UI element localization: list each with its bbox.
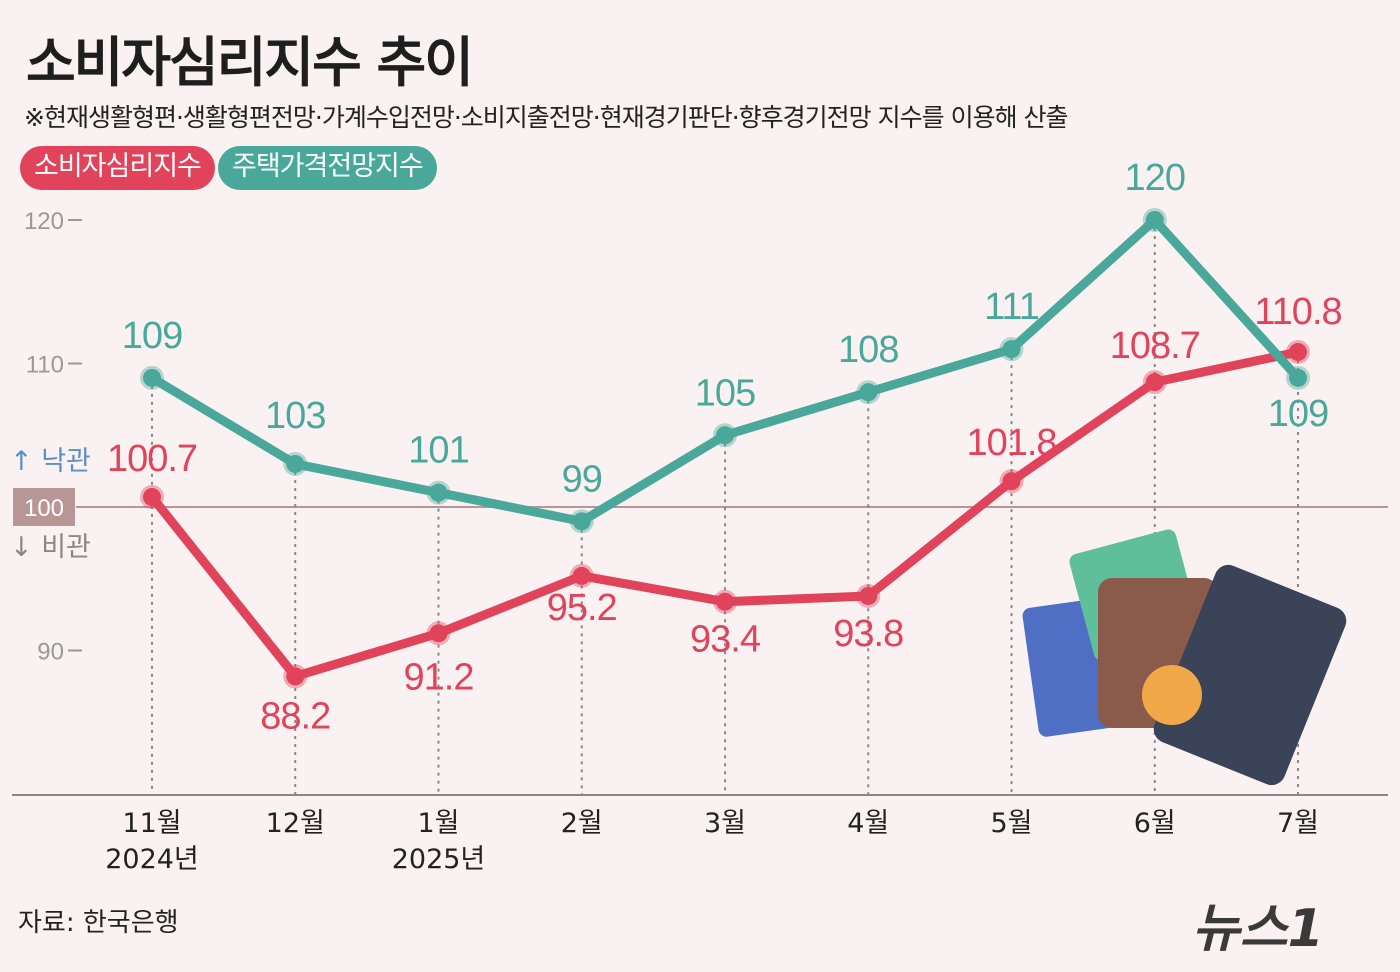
x-tick-year: 2024년 — [105, 844, 199, 875]
data-label: 101.8 — [966, 422, 1056, 464]
data-point — [1142, 370, 1167, 395]
x-tick-label: 11월 — [122, 808, 181, 839]
x-tick-label: 7월 — [1277, 808, 1319, 839]
x-tick-label: 3월 — [704, 808, 746, 839]
data-point — [426, 480, 451, 505]
data-label: 88.2 — [260, 695, 330, 737]
x-tick-label: 4월 — [847, 808, 889, 839]
x-tick-label: 2월 — [561, 808, 603, 839]
data-point — [1142, 208, 1167, 232]
data-point — [856, 583, 881, 608]
data-label: 99 — [562, 458, 602, 500]
data-point — [999, 469, 1024, 494]
calculator-illustration — [1153, 564, 1347, 786]
data-label: 108 — [838, 329, 898, 371]
data-label: 108.7 — [1110, 325, 1200, 367]
chart-title: 소비자심리지수 추이 — [26, 31, 474, 94]
source-note: 자료: 한국은행 — [18, 908, 179, 938]
data-point — [569, 563, 594, 588]
data-point — [713, 423, 737, 448]
baseline-label: 100 — [24, 495, 64, 522]
data-point — [856, 380, 881, 405]
news1-logo: 뉴스1 — [1192, 899, 1324, 959]
y-tick-label: 120 — [24, 208, 64, 235]
data-label: 110.8 — [1254, 291, 1341, 333]
data-point — [713, 589, 737, 614]
data-point — [426, 621, 451, 646]
baseline-badge — [13, 488, 75, 526]
data-label: 109 — [1268, 393, 1328, 435]
data-label: 95.2 — [547, 587, 617, 629]
data-label: 105 — [695, 372, 755, 414]
data-label: 111 — [984, 286, 1039, 328]
data-point — [283, 664, 308, 689]
x-tick-label: 12월 — [266, 808, 325, 839]
data-label: 103 — [265, 395, 325, 437]
data-label: 101 — [408, 430, 468, 472]
data-label: 100.7 — [107, 438, 197, 480]
coin-illustration — [1142, 665, 1202, 725]
data-point — [569, 509, 594, 534]
data-label: 109 — [122, 315, 182, 357]
data-point — [140, 365, 164, 390]
optimism-label: ↑ 낙관 — [10, 446, 91, 477]
data-label: 91.2 — [404, 656, 474, 698]
data-point — [999, 337, 1024, 362]
x-tick-label: 1월 — [417, 808, 459, 839]
data-point — [283, 451, 308, 476]
x-tick-label: 6월 — [1134, 808, 1176, 839]
data-label: 120 — [1125, 157, 1185, 199]
data-point — [1286, 365, 1310, 390]
data-point — [1286, 340, 1310, 365]
chart-subtitle: ※현재생활형편·생활형편전망·가계수입전망·소비지출전망·현재경기판단·향후경기… — [24, 103, 1069, 132]
legend-housing-price: 주택가격전망지수 — [218, 146, 437, 190]
x-tick-year: 2025년 — [392, 844, 486, 875]
x-tick-label: 5월 — [990, 808, 1032, 839]
y-tick-label: 110 — [26, 352, 64, 379]
data-label: 93.4 — [690, 619, 761, 661]
y-tick-label: 90 — [37, 639, 64, 666]
data-point — [140, 484, 164, 509]
legend-consumer-sentiment: 소비자심리지수 — [20, 146, 215, 190]
pessimism-label: ↓ 비관 — [10, 532, 91, 563]
data-label: 93.8 — [833, 613, 903, 655]
